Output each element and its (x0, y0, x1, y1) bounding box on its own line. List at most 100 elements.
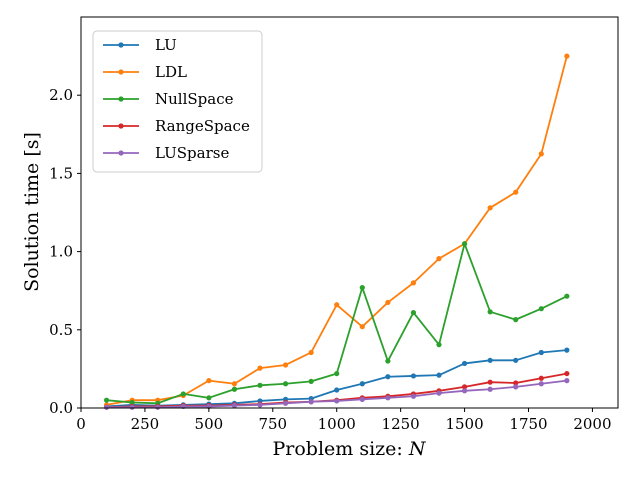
legend-swatch-marker (118, 69, 124, 75)
legend-label: LUSparse (155, 144, 229, 162)
data-point (308, 378, 314, 385)
data-point (564, 293, 570, 299)
data-point (461, 241, 468, 247)
x-tick-label: 250 (131, 415, 160, 433)
data-point (334, 370, 340, 377)
data-point (436, 342, 442, 348)
data-point (129, 399, 135, 406)
data-point (257, 365, 263, 371)
x-axis-label-text: Problem size: (273, 438, 409, 460)
legend-box (92, 30, 263, 173)
data-point (410, 373, 417, 379)
data-point (282, 400, 289, 406)
x-tick-label: 500 (195, 415, 224, 433)
x-tick-label: 750 (258, 415, 287, 433)
legend-entry-lusparse: LUSparse (103, 144, 229, 162)
x-axis-label-variable: N (408, 438, 427, 460)
x-axis-label: Problem size: N (273, 438, 427, 460)
data-point (385, 374, 391, 380)
data-point (436, 256, 442, 262)
data-point (564, 53, 570, 59)
data-point (155, 404, 161, 410)
data-point (231, 386, 238, 392)
axes-layer: 0 250 500 750 1000 1250 1500 1750 2000 0.0 0.5 1.0 1… (49, 16, 619, 433)
x-tick-label: 1750 (509, 415, 547, 433)
data-point (180, 391, 186, 397)
legend-swatch-marker (118, 96, 124, 102)
data-point (308, 349, 314, 356)
data-point (436, 390, 442, 396)
legend-entry-lu: LU (103, 36, 177, 54)
data-point (487, 357, 493, 363)
data-point (231, 403, 238, 409)
data-point (103, 397, 110, 403)
legend-label: LU (155, 36, 177, 54)
data-point (538, 306, 544, 312)
data-point (564, 370, 570, 377)
data-point (564, 378, 570, 384)
data-point (129, 404, 135, 410)
x-tick-label: 0 (76, 415, 86, 433)
data-point (334, 398, 340, 404)
data-point (308, 399, 314, 405)
data-point (513, 380, 519, 386)
data-point (513, 357, 519, 363)
x-tick-label: 1500 (445, 415, 483, 433)
data-point (334, 387, 340, 393)
data-point (513, 384, 519, 390)
legend-entry-nullspace: NullSpace (103, 90, 234, 108)
data-point (103, 404, 110, 410)
data-point (487, 205, 493, 211)
data-point (385, 358, 391, 364)
data-point (231, 381, 238, 387)
series-nullspace (103, 241, 570, 406)
data-point (487, 379, 493, 385)
data-point (538, 381, 544, 387)
legend: LU LDL NullSpace RangeSpace LUSparse (92, 30, 263, 173)
data-point (206, 395, 212, 401)
axes-frame (80, 16, 619, 409)
data-point (282, 362, 289, 368)
data-point (513, 189, 519, 195)
data-point (282, 381, 289, 387)
data-point (538, 151, 544, 157)
y-axis-label: Solution time [s] (21, 132, 43, 292)
data-point (410, 280, 417, 286)
data-point (385, 395, 391, 401)
data-point (359, 324, 365, 330)
legend-entry-rangespace: RangeSpace (103, 117, 250, 135)
data-point (487, 386, 493, 392)
y-tick-label: 0.5 (49, 321, 73, 339)
data-point (359, 396, 365, 402)
legend-swatch-marker (118, 123, 124, 129)
data-point (564, 347, 570, 353)
y-tick-label: 0.0 (49, 399, 73, 417)
x-tick-label: 1000 (318, 415, 356, 433)
x-tick-label: 2000 (573, 415, 611, 433)
data-point (461, 388, 468, 394)
data-point (487, 309, 493, 315)
data-point (257, 382, 263, 388)
y-tick-label: 1.5 (49, 164, 73, 182)
legend-label: LDL (155, 63, 187, 81)
data-point (359, 381, 365, 387)
y-tick-label: 2.0 (49, 86, 73, 104)
legend-swatch-marker (118, 150, 124, 156)
data-point (206, 378, 212, 384)
data-point (461, 384, 468, 390)
series-layer (103, 53, 570, 410)
data-point (334, 302, 340, 308)
legend-label: NullSpace (155, 90, 234, 108)
y-tick-label: 1.0 (49, 243, 73, 261)
data-point (538, 349, 544, 356)
data-point (359, 284, 365, 291)
legend-entry-ldl: LDL (103, 63, 187, 81)
x-tick-label: 1250 (382, 415, 420, 433)
data-point (385, 299, 391, 306)
data-point (410, 393, 417, 399)
data-point (513, 317, 519, 323)
data-point (436, 372, 442, 378)
data-point (410, 310, 417, 316)
data-point (461, 360, 468, 367)
